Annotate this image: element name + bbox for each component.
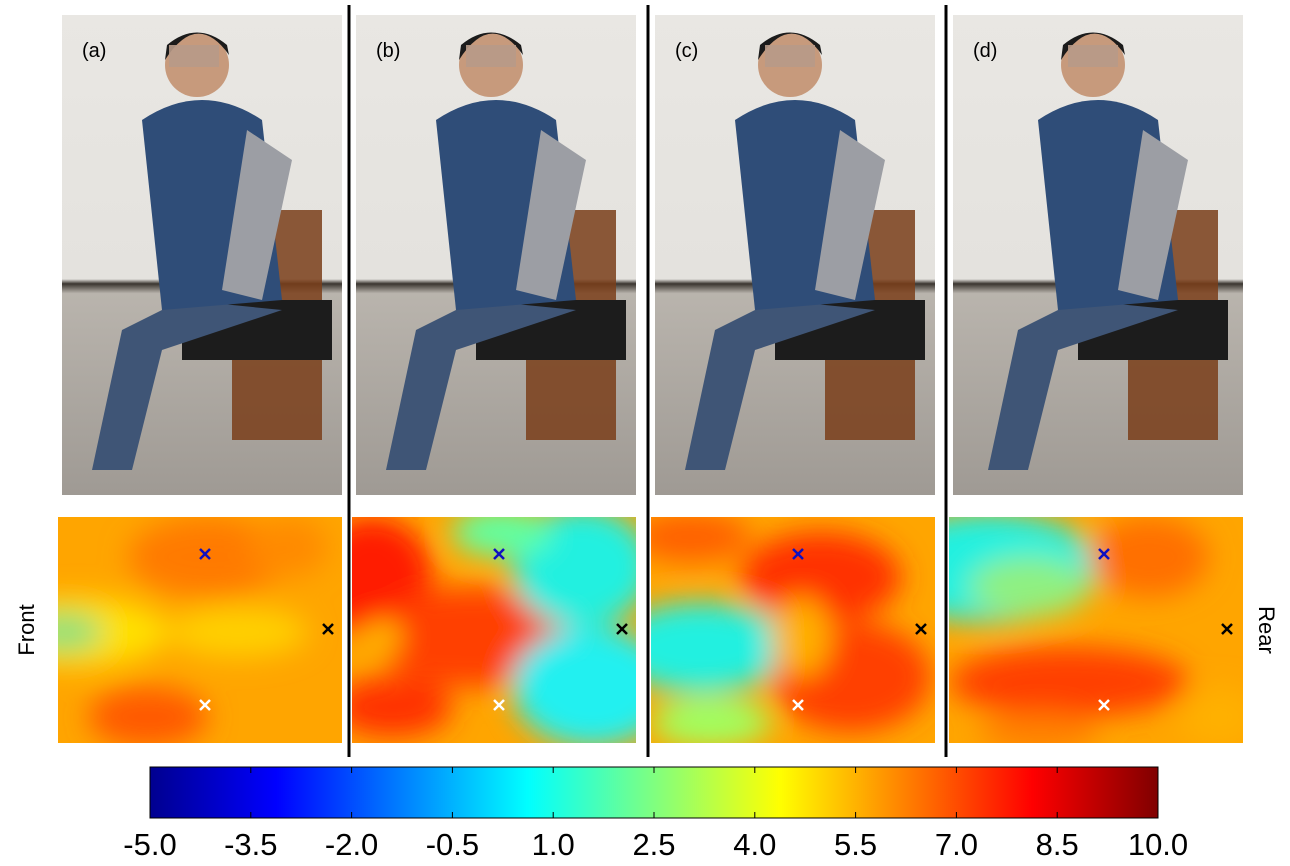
- heatmap: [0, 517, 342, 747]
- colorbar: [150, 767, 1158, 818]
- heat-blob: [949, 647, 1189, 717]
- tick-label: 4.0: [733, 827, 776, 862]
- tick-label: 7.0: [935, 827, 978, 862]
- tick-label: -3.5: [224, 827, 277, 862]
- panel-label: (d): [973, 40, 997, 62]
- tick-label: 2.5: [632, 827, 675, 862]
- panel-label: (b): [376, 40, 400, 62]
- rear-label: Rear: [1254, 606, 1279, 654]
- heat-blob: [88, 687, 208, 747]
- tick-label: -0.5: [426, 827, 479, 862]
- heat-blob: [979, 712, 1099, 752]
- panel: (a): [0, 15, 342, 747]
- heat-blob: [771, 597, 831, 677]
- panel: (d): [879, 15, 1259, 752]
- front-label: Front: [14, 604, 39, 655]
- tick-label: -2.0: [325, 827, 378, 862]
- face-blur: [765, 45, 815, 67]
- heat-blob: [168, 607, 308, 657]
- face-blur: [169, 45, 219, 67]
- heat-blob: [969, 557, 1089, 617]
- panel-label: (c): [675, 40, 698, 62]
- heatmap: [879, 512, 1259, 752]
- heat-blob: [651, 697, 771, 747]
- heat-blob: [1179, 687, 1259, 747]
- panel-label: (a): [82, 40, 106, 62]
- face-blur: [466, 45, 516, 67]
- panel: (b): [312, 15, 672, 747]
- heat-blob: [362, 622, 402, 652]
- tick-label: 1.0: [532, 827, 575, 862]
- tick-label: 5.5: [834, 827, 877, 862]
- tick-label: 10.0: [1128, 827, 1188, 862]
- heat-blob: [611, 602, 791, 692]
- face-blur: [1068, 45, 1118, 67]
- heatmap: [611, 512, 935, 747]
- heat-blob: [248, 517, 328, 577]
- panel: (c): [611, 15, 935, 747]
- tick-label: 8.5: [1036, 827, 1079, 862]
- tick-label: -5.0: [123, 827, 176, 862]
- figure: (a) (b) (c) (d) Front Rear -5.0 -3.5 -2.0 -0.5…: [0, 0, 1290, 866]
- heatmap: [312, 507, 672, 747]
